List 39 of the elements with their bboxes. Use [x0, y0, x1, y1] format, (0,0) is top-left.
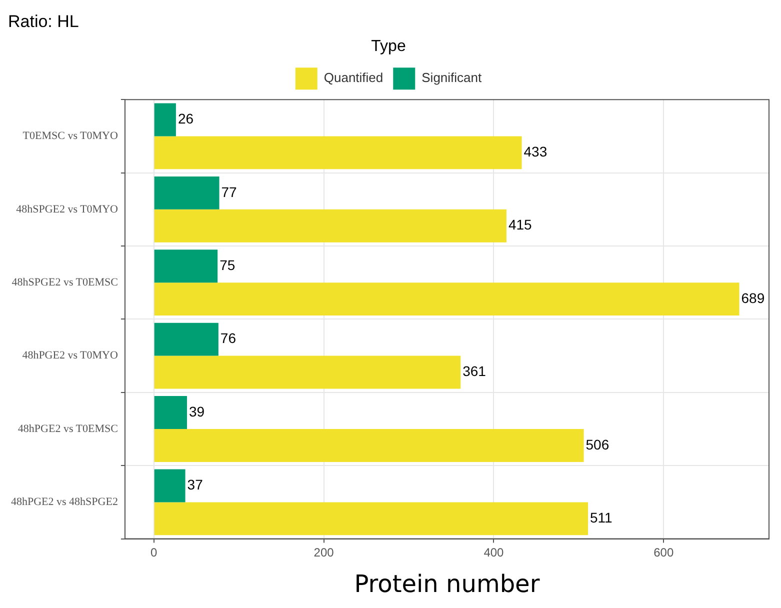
y-tick-label: 48hSPGE2 vs T0EMSC — [12, 276, 118, 288]
data-label: 26 — [178, 110, 194, 127]
y-tick-label: 48hSPGE2 vs T0MYO — [16, 203, 118, 216]
chart-title: Ratio: HL — [8, 12, 79, 31]
y-tick-label: 48hPGE2 vs T0EMSC — [18, 422, 118, 435]
x-tick-label: 0 — [150, 545, 158, 560]
bar — [154, 469, 186, 502]
data-label: 361 — [462, 363, 486, 380]
y-tick-label: T0EMSC vs T0MYO — [22, 130, 118, 142]
data-label: 415 — [508, 216, 532, 233]
x-axis-title: Protein number — [354, 570, 540, 598]
bar — [154, 250, 218, 283]
bar — [154, 502, 588, 536]
x-tick-label: 200 — [314, 545, 334, 560]
bar — [154, 322, 218, 356]
bar — [154, 396, 187, 429]
data-label: 75 — [220, 256, 236, 273]
data-label: 37 — [187, 476, 204, 493]
y-tick-label: 48hPGE2 vs 48hSPGE2 — [10, 496, 118, 508]
bar — [154, 176, 220, 210]
data-label: 76 — [220, 330, 236, 346]
data-label: 433 — [524, 144, 548, 160]
legend-label: Quantified — [324, 70, 384, 86]
bar — [154, 282, 740, 316]
data-label: 77 — [221, 184, 238, 200]
data-label: 511 — [590, 510, 613, 526]
legend-label: Significant — [422, 70, 482, 86]
bar — [154, 103, 176, 136]
bar — [154, 209, 506, 242]
legend-title: Type — [371, 38, 406, 55]
data-label: 506 — [586, 436, 610, 452]
x-tick-label: 600 — [654, 545, 674, 560]
bar — [154, 136, 522, 170]
bar — [154, 356, 461, 389]
bar — [154, 429, 584, 462]
y-tick-label: 48hPGE2 vs T0MYO — [22, 350, 118, 362]
x-tick-label: 400 — [484, 545, 504, 560]
data-label: 689 — [741, 290, 765, 306]
data-label: 39 — [188, 403, 205, 420]
